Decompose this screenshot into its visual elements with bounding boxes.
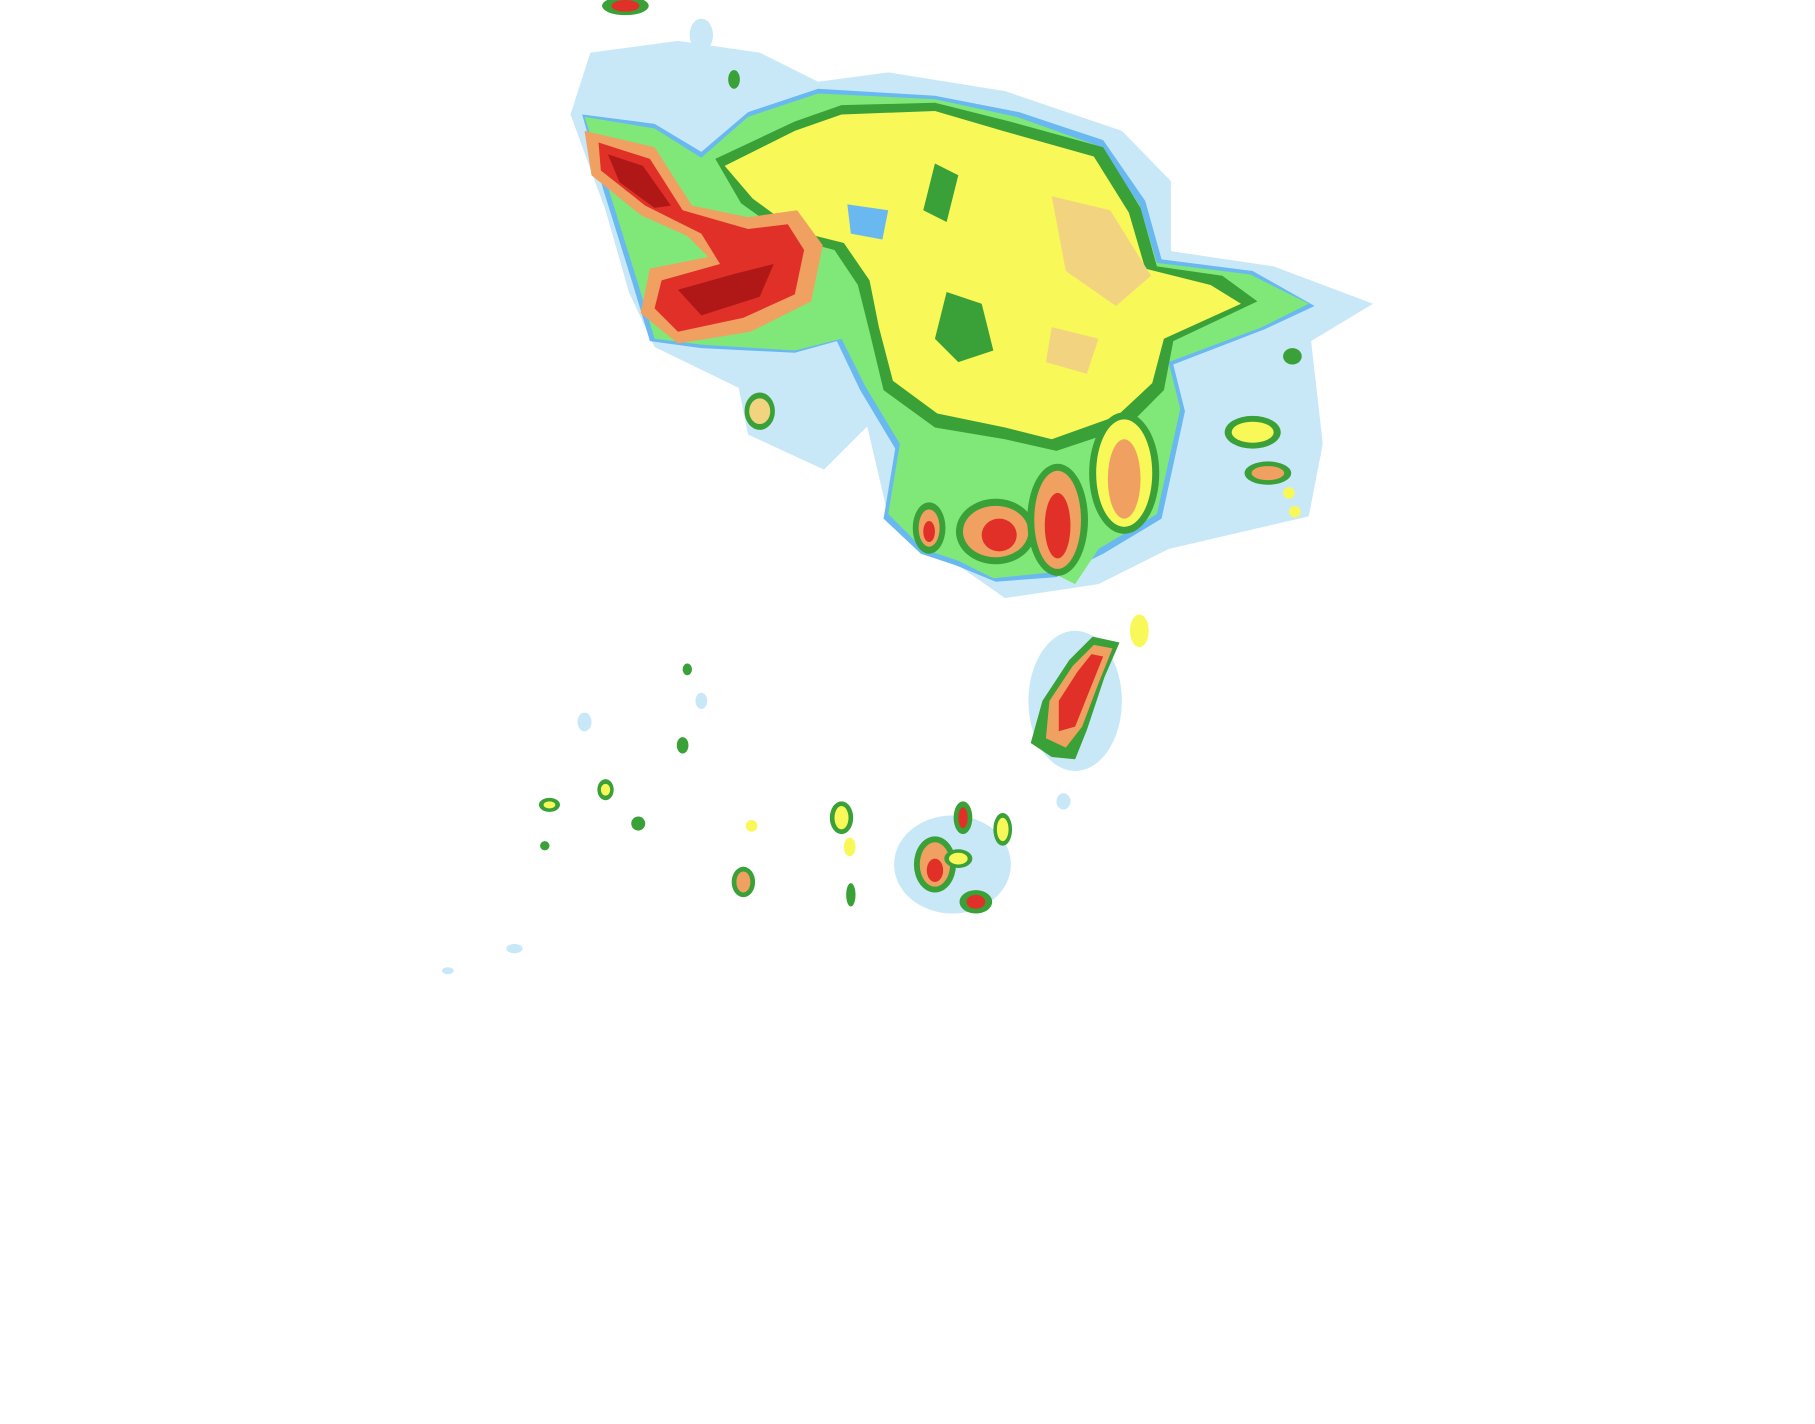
cell-red	[926, 858, 944, 882]
cell-green	[1283, 348, 1302, 365]
cell-red	[923, 521, 935, 543]
cell-yellow	[1231, 421, 1274, 443]
storm-cells	[441, 0, 1302, 975]
cell-yellow	[745, 820, 758, 832]
echo-dark-green-gap	[923, 163, 959, 222]
cell-red	[966, 894, 986, 909]
cell-light	[1056, 793, 1071, 810]
cell-yellow	[843, 837, 856, 857]
cell-yellow	[834, 806, 849, 830]
cell-orange	[736, 871, 751, 893]
cell-red	[981, 518, 1017, 552]
echo-dark-red	[607, 154, 671, 208]
cell-orange	[1251, 466, 1285, 481]
cell-red	[958, 807, 968, 829]
cell-yellow	[1130, 614, 1149, 648]
cell-yellow	[948, 852, 968, 865]
echo-dark-red	[677, 264, 774, 316]
cell-green	[676, 737, 689, 754]
cell-green	[540, 841, 550, 851]
echo-dark-green-gap	[934, 292, 994, 363]
echo-yellow	[724, 110, 1242, 440]
echo-blue-gap	[847, 204, 889, 240]
cell-red	[1044, 492, 1071, 559]
cell-red	[611, 0, 640, 12]
cell-light	[695, 692, 708, 710]
cell-green	[631, 816, 646, 831]
cell-light	[441, 967, 454, 975]
cell-orange	[749, 398, 771, 425]
echo-tan	[1045, 327, 1099, 374]
cell-yellow	[996, 817, 1009, 842]
cell-red	[1058, 654, 1104, 732]
cell-green	[728, 70, 740, 89]
cell-yellow	[1288, 505, 1301, 518]
cell-orange	[1107, 439, 1141, 519]
cell-light	[577, 712, 592, 732]
echo-tan	[1051, 196, 1152, 307]
cell-light	[506, 943, 523, 954]
cell-green	[682, 663, 692, 676]
cell-green	[846, 883, 856, 907]
cell-yellow	[600, 783, 611, 796]
cell-light	[689, 18, 713, 52]
cell-yellow	[543, 801, 556, 809]
cell-yellow	[1283, 487, 1295, 499]
